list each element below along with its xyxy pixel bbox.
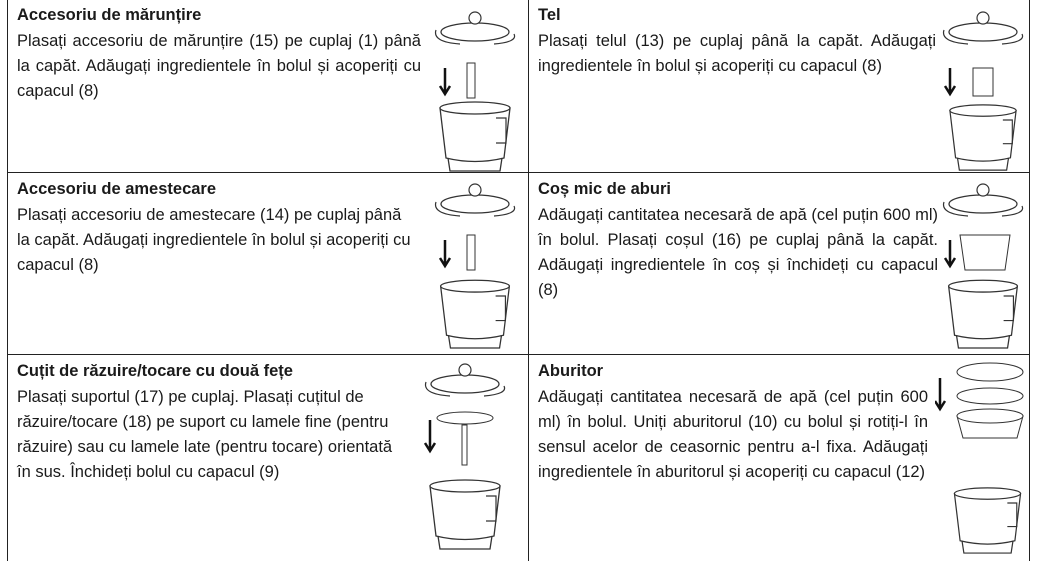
cell-text: Plasați suportul (17) pe cuplaj. Plasați…: [17, 388, 393, 481]
border: [7, 0, 8, 561]
illustration: [423, 363, 506, 550]
cell-title: Accesoriu de mărunțire: [17, 6, 202, 24]
illustration: [434, 183, 516, 349]
cell: Aburitor Adăugați cantitatea necesară de …: [530, 356, 936, 489]
illustration: [434, 11, 516, 172]
cell-title: Accesoriu de amestecare: [17, 180, 217, 198]
illustration: [935, 362, 1024, 554]
cell-title: Aburitor: [538, 362, 604, 380]
illustration: [942, 11, 1024, 171]
cell: Accesoriu de amestecare Plasați accesoriu…: [9, 174, 419, 282]
border: [528, 0, 529, 561]
cell-text: Plasați telul (13) pe cuplaj până la cap…: [538, 32, 936, 75]
cell: Cuțit de răzuire/tocare cu două fețe Plas…: [9, 356, 409, 489]
cell-text: Plasați accesoriu de amestecare (14) pe …: [17, 206, 411, 274]
cell: Tel Plasați telul (13) pe cuplaj până la …: [530, 0, 944, 83]
border: [7, 354, 1030, 355]
illustration: [942, 183, 1024, 349]
cell-title: Tel: [538, 6, 561, 24]
cell: Coș mic de aburi Adăugați cantitatea nece…: [530, 174, 946, 307]
cell-title: Cuțit de răzuire/tocare cu două fețe: [17, 362, 293, 380]
cell: Accesoriu de mărunțire Plasați accesoriu …: [9, 0, 429, 108]
cell-text: Adăugați cantitatea necesară de apă (cel…: [538, 388, 928, 481]
cell-text: Plasați accesoriu de mărunțire (15) pe c…: [17, 32, 421, 100]
border: [7, 172, 1030, 173]
border: [1029, 0, 1030, 561]
cell-text: Adăugați cantitatea necesară de apă (cel…: [538, 206, 938, 299]
cell-title: Coș mic de aburi: [538, 180, 671, 198]
